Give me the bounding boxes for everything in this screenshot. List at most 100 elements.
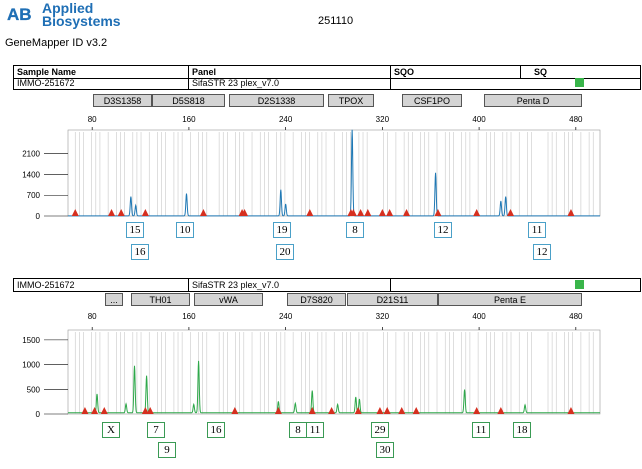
- marker-vwa[interactable]: vWA: [194, 293, 263, 306]
- size-standard-marker: [383, 407, 391, 414]
- size-standard-marker: [473, 407, 481, 414]
- sample-name-header: Sample Name: [17, 67, 77, 77]
- allele-call-label[interactable]: 9: [158, 442, 176, 458]
- software-version: GeneMapper ID v3.2: [5, 37, 108, 49]
- size-standard-marker: [241, 209, 249, 216]
- size-standard-marker: [199, 209, 207, 216]
- x-tick-label: 400: [472, 115, 486, 124]
- size-standard-marker: [376, 407, 384, 414]
- size-standard-marker: [507, 209, 515, 216]
- size-standard-marker: [398, 407, 406, 414]
- electropherogram-green: 80 160 240 320 400 480 0 500 1000 1500: [22, 312, 601, 419]
- sample-row[interactable]: IMMO-251672 SifaSTR 23 plex_v7.0: [13, 77, 641, 90]
- marker-csf1po[interactable]: CSF1PO: [402, 94, 462, 107]
- x-tick-label: 80: [88, 312, 97, 321]
- size-standard-marker: [231, 407, 239, 414]
- brand-name: Applied Biosystems: [42, 0, 121, 29]
- marker-d7s820[interactable]: D7S820: [287, 293, 346, 306]
- sample-row[interactable]: IMMO-251672 SifaSTR 23 plex_v7.0: [13, 278, 641, 292]
- x-tick-label: 80: [88, 115, 97, 124]
- allele-call-label[interactable]: 29: [371, 422, 389, 438]
- sq-header-divider: [520, 66, 521, 78]
- x-tick-label: 400: [472, 312, 486, 321]
- size-standard-marker: [141, 407, 149, 414]
- allele-call-label[interactable]: 11: [472, 422, 490, 438]
- size-standard-marker: [274, 407, 282, 414]
- size-standard-marker: [497, 407, 505, 414]
- panel-cell: SifaSTR 23 plex_v7.0: [188, 77, 279, 89]
- marker-d2s1338[interactable]: D2S1338: [229, 94, 324, 107]
- allele-call-label[interactable]: 11: [528, 222, 546, 238]
- sqo-cell: [390, 279, 394, 291]
- sqo-header: SQO: [390, 66, 414, 78]
- x-tick-label: 480: [569, 312, 583, 321]
- y-tick-label: 0: [36, 212, 41, 221]
- size-standard-marker: [434, 209, 442, 216]
- status-indicator: [575, 280, 584, 289]
- allele-call-label[interactable]: 8: [346, 222, 364, 238]
- allele-call-label[interactable]: 10: [176, 222, 194, 238]
- size-standard-marker: [328, 407, 336, 414]
- marker-tpox[interactable]: TPOX: [328, 94, 374, 107]
- size-standard-marker: [100, 407, 108, 414]
- size-standard-marker: [378, 209, 386, 216]
- allele-call-label[interactable]: 11: [306, 422, 324, 438]
- marker-th01[interactable]: TH01: [131, 293, 190, 306]
- svg-text:AB: AB: [7, 5, 32, 24]
- size-standard-marker: [567, 407, 575, 414]
- marker-penta-d[interactable]: Penta D: [484, 94, 582, 107]
- y-tick-label: 1500: [22, 336, 40, 345]
- size-standard-marker: [567, 209, 575, 216]
- y-tick-label: 2100: [22, 150, 40, 159]
- size-standard-marker: [146, 407, 154, 414]
- allele-call-label[interactable]: 15: [126, 222, 144, 238]
- size-standard-marker: [386, 209, 394, 216]
- x-tick-label: 480: [569, 115, 583, 124]
- size-standard-marker: [357, 209, 365, 216]
- y-tick-label: 500: [27, 385, 41, 394]
- panel-cell: SifaSTR 23 plex_v7.0: [188, 279, 279, 291]
- marker-d3s1358[interactable]: D3S1358: [93, 94, 152, 107]
- x-tick-label: 240: [279, 312, 293, 321]
- status-indicator: [575, 78, 584, 87]
- allele-call-label[interactable]: 20: [276, 244, 294, 260]
- x-tick-label: 160: [182, 312, 196, 321]
- size-standard-marker: [403, 209, 411, 216]
- allele-call-label[interactable]: 16: [207, 422, 225, 438]
- marker-d5s818[interactable]: D5S818: [152, 94, 225, 107]
- allele-call-label[interactable]: 7: [147, 422, 165, 438]
- sample-name-cell: IMMO-251672: [17, 78, 75, 88]
- electropherogram-blue: 80 160 240 320 400 480 0 700 1400 2100: [22, 115, 601, 221]
- x-tick-label: 320: [376, 115, 390, 124]
- applied-biosystems-logo: AB: [6, 3, 38, 25]
- size-standard-marker: [117, 209, 125, 216]
- marker-more[interactable]: ...: [105, 293, 123, 306]
- allele-call-label[interactable]: 16: [131, 244, 149, 260]
- marker-penta-e[interactable]: Penta E: [438, 293, 582, 306]
- sq-header: SQ: [534, 67, 548, 77]
- allele-call-label[interactable]: 18: [513, 422, 531, 438]
- size-standard-marker: [71, 209, 79, 216]
- size-standard-marker: [306, 209, 314, 216]
- x-tick-label: 160: [182, 115, 196, 124]
- allele-call-label[interactable]: 12: [533, 244, 551, 260]
- allele-call-label[interactable]: X: [102, 422, 120, 438]
- sample-table-header: Sample Name Panel SQO SQ: [13, 65, 641, 79]
- y-tick-label: 700: [27, 191, 41, 200]
- size-standard-marker: [473, 209, 481, 216]
- size-standard-marker: [364, 209, 372, 216]
- allele-call-label[interactable]: 8: [289, 422, 307, 438]
- allele-call-label[interactable]: 30: [376, 442, 394, 458]
- y-tick-label: 0: [36, 410, 41, 419]
- y-tick-label: 1000: [22, 361, 40, 370]
- size-standard-marker: [141, 209, 149, 216]
- size-standard-marker: [308, 407, 316, 414]
- allele-call-label[interactable]: 19: [273, 222, 291, 238]
- sqo-cell: [390, 77, 394, 89]
- allele-call-label[interactable]: 12: [434, 222, 452, 238]
- size-standard-marker: [412, 407, 420, 414]
- size-standard-marker: [91, 407, 99, 414]
- x-tick-label: 320: [376, 312, 390, 321]
- size-standard-marker: [354, 407, 362, 414]
- marker-d21s11[interactable]: D21S11: [347, 293, 438, 306]
